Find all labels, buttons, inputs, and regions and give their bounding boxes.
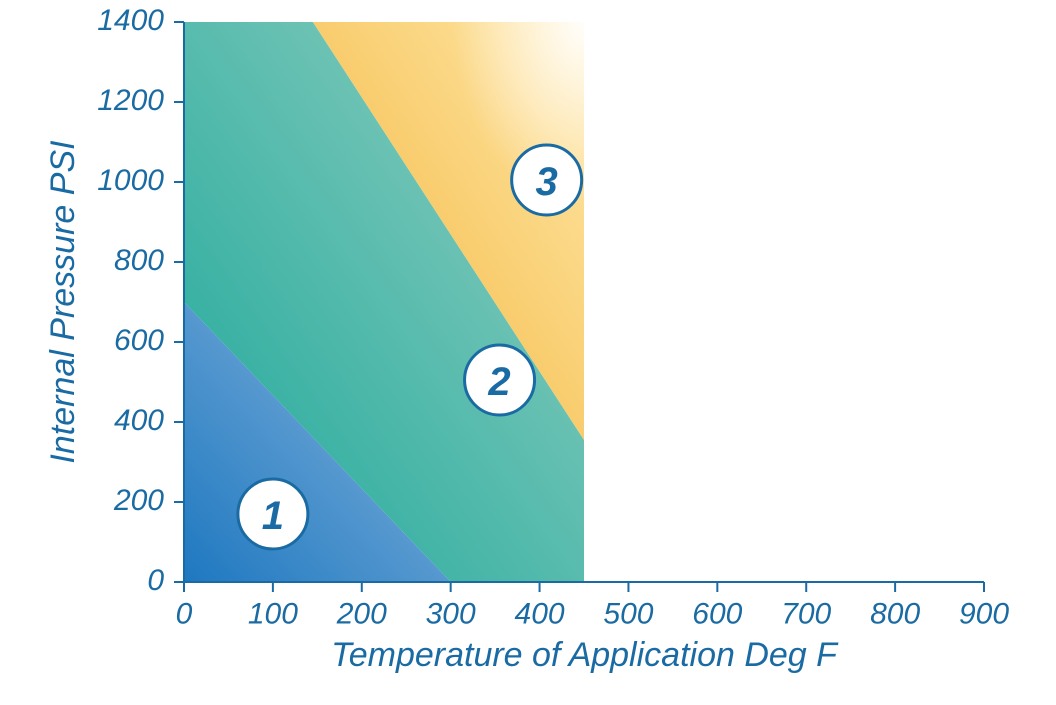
x-tick-label: 100 <box>248 598 298 631</box>
zone-badge-label: 2 <box>487 360 510 404</box>
x-tick-label: 200 <box>336 598 387 631</box>
y-tick-label: 600 <box>114 324 164 357</box>
y-tick-label: 400 <box>114 404 164 437</box>
x-tick-label: 600 <box>692 598 742 631</box>
zone-badge-label: 1 <box>262 494 284 538</box>
chart-svg: 0 100 200 300 400 500 600 700 800 900 0 200 400 600 80… <box>0 0 1056 705</box>
x-tick-label: 800 <box>870 598 920 631</box>
y-tick-label: 800 <box>114 244 164 277</box>
y-tick-label: 200 <box>113 484 164 517</box>
y-tick-label: 1200 <box>97 84 164 117</box>
x-tick-label: 400 <box>515 598 565 631</box>
zone-badge-label: 3 <box>536 160 558 204</box>
x-tick-label: 0 <box>176 598 193 631</box>
x-tick-label: 300 <box>426 598 476 631</box>
y-axis-label: Internal Pressure PSI <box>44 140 82 464</box>
x-tick-label: 900 <box>959 598 1009 631</box>
zone-badge-1: 1 <box>238 479 308 549</box>
zone-badge-3: 3 <box>512 145 582 215</box>
y-tick-label: 1000 <box>97 164 164 197</box>
y-tick-label: 0 <box>147 564 164 597</box>
x-tick-label: 500 <box>603 598 653 631</box>
x-tick-label: 700 <box>781 598 831 631</box>
zone-badge-2: 2 <box>465 345 535 415</box>
x-axis-label: Temperature of Application Deg F <box>331 636 839 674</box>
y-tick-label: 1400 <box>97 4 164 37</box>
pressure-temperature-chart: 0 100 200 300 400 500 600 700 800 900 0 200 400 600 80… <box>0 0 1056 705</box>
